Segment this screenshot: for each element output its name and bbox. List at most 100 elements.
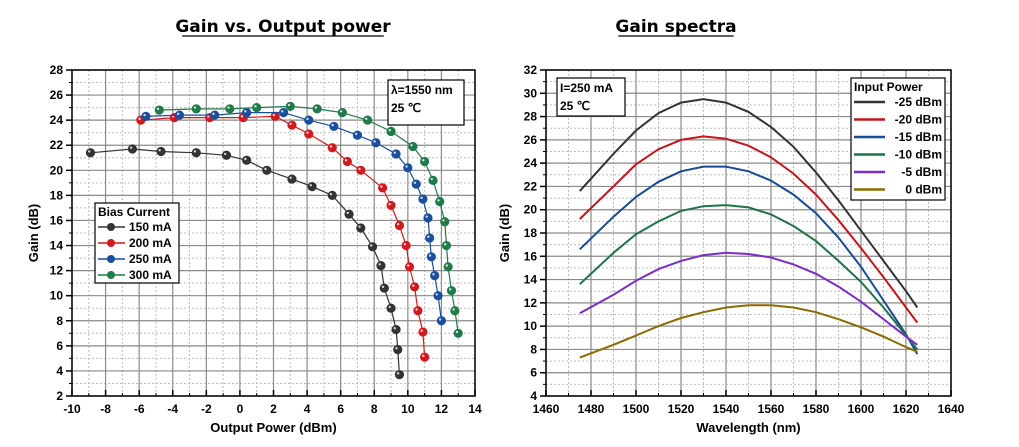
- data-point-highlight: [87, 150, 91, 153]
- data-point: [362, 115, 373, 125]
- gain-spectra-chart: Gain spectra 1460 1480 1500 1520 1540 1560 1580…: [497, 17, 965, 435]
- legend-label: -15 dBm: [895, 130, 942, 144]
- x-tick-label: 10: [401, 402, 415, 416]
- data-point-highlight: [395, 347, 398, 350]
- series--20-dbm: [579, 135, 919, 324]
- legend-marker: [107, 271, 115, 279]
- series-line: [159, 105, 459, 334]
- data-point: [252, 103, 262, 113]
- y-tick-label: 14: [50, 239, 64, 253]
- y-tick-label: 10: [50, 289, 64, 303]
- data-point: [285, 101, 295, 111]
- data-point: [420, 352, 430, 362]
- data-point-highlight: [193, 150, 197, 153]
- data-point: [394, 370, 405, 380]
- annotation-text: I=250 mA: [560, 81, 613, 95]
- data-point-highlight: [281, 110, 284, 113]
- data-point: [312, 104, 322, 114]
- data-point-highlight: [452, 308, 455, 311]
- data-point-highlight: [407, 264, 410, 267]
- data-point-highlight: [227, 106, 230, 109]
- data-point: [426, 252, 436, 262]
- x-tick-label: 1540: [713, 402, 740, 416]
- y-tick-label: 32: [524, 63, 538, 77]
- data-point: [127, 144, 138, 154]
- data-point-highlight: [358, 225, 361, 228]
- data-point-highlight: [331, 123, 334, 127]
- data-point-highlight: [428, 254, 432, 257]
- data-point: [413, 306, 423, 316]
- data-point: [304, 129, 314, 139]
- data-point-highlight: [378, 263, 381, 266]
- data-point-highlight: [403, 243, 407, 246]
- data-point: [221, 150, 232, 160]
- series-line: [579, 304, 918, 359]
- data-point: [401, 240, 411, 251]
- data-point-highlight: [381, 285, 385, 289]
- data-point: [367, 242, 378, 252]
- data-point-highlight: [289, 176, 292, 179]
- data-point: [404, 262, 415, 272]
- legend-label: -25 dBm: [895, 95, 942, 109]
- series-line: [145, 111, 442, 321]
- y-tick-label: 26: [524, 133, 538, 147]
- y-tick-label: 8: [530, 342, 537, 356]
- legend-label: 150 mA: [129, 220, 172, 234]
- series-250-ma: [141, 108, 447, 326]
- data-point-highlight: [437, 199, 440, 202]
- annotation-text: λ=1550 nm: [391, 83, 453, 97]
- series-150-ma: [85, 144, 405, 380]
- data-point-highlight: [193, 106, 197, 109]
- y-axis-label: Gain (dB): [497, 204, 512, 263]
- data-point-highlight: [443, 243, 447, 246]
- data-point: [225, 104, 235, 114]
- data-point-highlight: [422, 354, 425, 358]
- y-tick-label: 26: [50, 88, 64, 102]
- x-tick-label: 1500: [623, 402, 650, 416]
- data-point-highlight: [432, 273, 435, 276]
- series--15-dbm: [579, 165, 919, 355]
- x-tick-label: 1460: [533, 402, 560, 416]
- data-point: [85, 148, 96, 158]
- data-point-highlight: [138, 117, 141, 121]
- data-point: [394, 220, 405, 231]
- y-tick-label: 8: [56, 314, 63, 328]
- data-point: [287, 174, 297, 184]
- series-line: [579, 251, 918, 346]
- data-point-highlight: [254, 105, 257, 108]
- x-tick-label: -8: [100, 402, 111, 416]
- y-tick-label: 30: [524, 86, 538, 100]
- data-point-highlight: [344, 159, 348, 162]
- data-point-highlight: [158, 149, 161, 152]
- x-tick-label: 2: [270, 402, 277, 416]
- data-point: [409, 282, 420, 292]
- data-point-highlight: [445, 264, 449, 267]
- data-point-highlight: [405, 165, 408, 168]
- data-point-highlight: [339, 110, 343, 113]
- y-tick-label: 4: [530, 389, 537, 403]
- data-point: [403, 163, 413, 173]
- data-point: [386, 126, 396, 137]
- data-point: [379, 283, 389, 293]
- gain-vs-output-power-chart: Gain vs. Output power-10 -8 -6 -4 -2 0 2 4 6 8 10 1…: [26, 17, 482, 435]
- y-tick-label: 6: [530, 366, 537, 380]
- x-tick-label: -2: [201, 402, 212, 416]
- data-point: [393, 345, 403, 355]
- data-point-highlight: [396, 372, 400, 375]
- x-tick-label: 12: [435, 402, 449, 416]
- data-point: [391, 324, 401, 335]
- data-point: [278, 108, 289, 118]
- y-tick-label: 18: [50, 188, 64, 202]
- y-axis-label: Gain (dB): [26, 204, 41, 263]
- series--10-dbm: [579, 204, 919, 351]
- data-point-highlight: [415, 308, 418, 311]
- data-point: [174, 110, 185, 120]
- y-tick-label: 28: [524, 110, 538, 124]
- y-tick-label: 12: [50, 264, 64, 278]
- data-point-highlight: [393, 151, 396, 154]
- data-point-highlight: [380, 185, 383, 188]
- legend-label: -5 dBm: [901, 165, 942, 179]
- x-tick-label: 1620: [893, 402, 920, 416]
- data-point: [304, 115, 314, 125]
